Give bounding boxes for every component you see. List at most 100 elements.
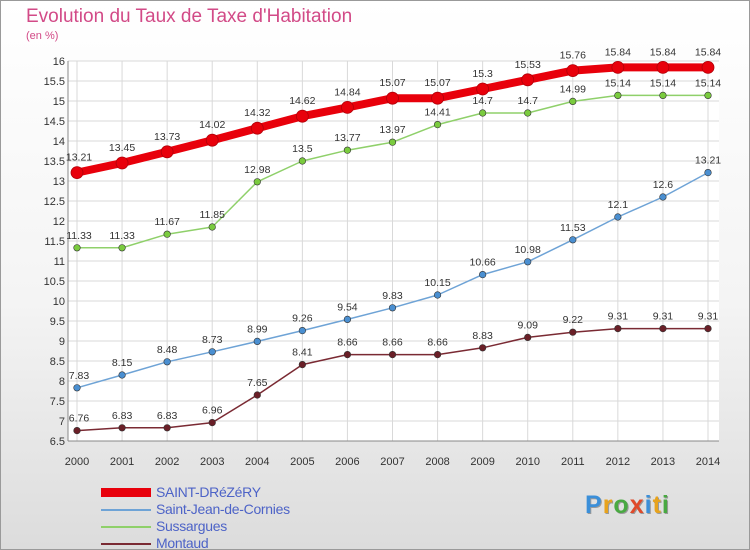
data-label: 9.54 <box>337 301 358 313</box>
x-tick-label: 2006 <box>335 456 359 468</box>
data-label: 9.83 <box>382 290 403 302</box>
data-point <box>611 61 625 74</box>
data-point <box>524 333 532 342</box>
legend-swatch <box>101 509 151 511</box>
data-label: 14.99 <box>560 83 586 95</box>
data-point <box>73 427 81 435</box>
data-label: 8.73 <box>202 334 223 346</box>
data-point <box>73 384 81 392</box>
data-point <box>704 169 712 177</box>
legend-label: Sussargues <box>156 518 227 534</box>
data-point <box>521 73 535 87</box>
data-point <box>388 304 397 312</box>
data-point <box>388 138 397 146</box>
data-label: 9.26 <box>292 313 313 325</box>
data-label: 12.6 <box>653 179 674 191</box>
data-label: 10.15 <box>424 277 450 289</box>
x-tick-label: 2002 <box>155 456 179 468</box>
data-label: 8.66 <box>337 337 358 349</box>
legend-label: Montaud <box>156 535 209 550</box>
proxiti-logo: Proxiti <box>585 491 670 520</box>
data-label: 11.53 <box>560 222 586 234</box>
data-point <box>250 121 264 135</box>
data-point <box>253 337 261 346</box>
data-point <box>479 344 487 352</box>
data-label: 7.83 <box>69 370 90 382</box>
data-label: 15.84 <box>650 46 676 58</box>
y-tick-label: 12.5 <box>44 196 65 208</box>
y-tick-label: 16 <box>53 56 65 68</box>
y-tick-label: 9.5 <box>50 316 65 328</box>
logo-letter: r <box>602 491 614 519</box>
data-point <box>479 109 487 117</box>
x-tick-label: 2009 <box>470 456 494 468</box>
y-tick-label: 14 <box>53 136 65 148</box>
legend-item: Montaud <box>101 535 361 550</box>
y-tick-label: 8 <box>59 376 65 388</box>
data-point <box>433 291 442 299</box>
data-point <box>341 101 354 114</box>
data-point <box>476 82 490 96</box>
data-label: 8.99 <box>247 323 268 335</box>
data-point <box>298 361 306 369</box>
data-point <box>656 61 670 74</box>
x-tick-label: 2000 <box>65 456 89 468</box>
data-point <box>253 391 261 399</box>
y-tick-label: 11 <box>54 256 65 268</box>
x-tick-label: 2010 <box>515 456 539 468</box>
legend: SAINT-DRéZéRY Saint-Jean-de-Cornies Sussar… <box>101 484 361 550</box>
data-label: 8.66 <box>427 337 448 349</box>
data-point <box>118 424 126 432</box>
data-label: 13.97 <box>379 124 405 136</box>
y-tick-label: 9 <box>59 336 65 348</box>
data-point <box>208 223 216 231</box>
data-point <box>566 64 580 77</box>
data-point <box>431 91 444 105</box>
data-point <box>388 351 397 359</box>
legend-swatch <box>101 488 151 497</box>
data-point <box>614 213 622 221</box>
data-label: 13.5 <box>292 143 313 155</box>
x-tick-label: 2003 <box>200 456 224 468</box>
data-label: 15.53 <box>515 59 541 71</box>
data-point <box>524 109 532 117</box>
data-point <box>208 348 216 356</box>
data-point <box>163 230 171 238</box>
data-point <box>163 424 171 432</box>
chart-unit: (en %) <box>26 30 59 42</box>
data-point <box>295 109 309 123</box>
y-tick-label: 15 <box>53 96 65 108</box>
data-label: 11.33 <box>66 230 92 242</box>
data-label: 11.85 <box>199 209 225 221</box>
plot-area <box>68 61 719 441</box>
data-label: 6.76 <box>69 413 90 425</box>
data-point <box>569 328 577 336</box>
data-label: 8.66 <box>382 337 403 349</box>
data-label: 14.7 <box>517 95 538 107</box>
logo-letter: P <box>585 491 603 519</box>
data-label: 10.98 <box>515 244 541 256</box>
data-point <box>479 271 487 279</box>
data-point <box>163 358 171 366</box>
logo-letter: x <box>629 491 645 519</box>
data-point <box>70 166 84 180</box>
data-label: 11.67 <box>154 216 180 228</box>
data-point <box>659 91 667 99</box>
data-point <box>118 244 126 252</box>
x-tick-label: 2008 <box>425 456 449 468</box>
data-label: 13.45 <box>109 142 135 154</box>
data-point <box>614 91 622 99</box>
data-label: 13.21 <box>66 152 92 164</box>
data-label: 12.1 <box>608 199 629 211</box>
data-label: 14.02 <box>199 119 225 131</box>
data-point <box>433 120 442 129</box>
data-point <box>386 91 399 105</box>
y-tick-label: 6.5 <box>50 436 65 448</box>
legend-item: Saint-Jean-de-Cornies <box>101 501 361 518</box>
x-tick-label: 2011 <box>561 456 585 468</box>
data-label: 13.77 <box>334 132 360 144</box>
x-tick-label: 2004 <box>245 456 269 468</box>
data-label: 15.07 <box>379 77 405 89</box>
data-label: 9.31 <box>698 311 719 323</box>
